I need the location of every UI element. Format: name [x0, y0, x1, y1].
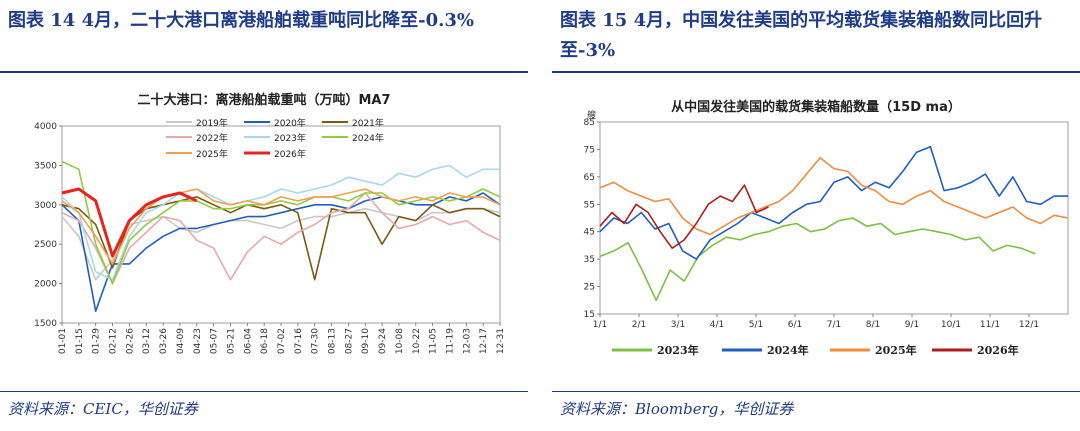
- series-line: [599, 145, 1068, 260]
- divider-bottom: [0, 391, 528, 392]
- source-note: 资料来源：Bloomberg，华创证券: [560, 400, 794, 418]
- y-tick-label: 1500: [34, 319, 57, 329]
- x-tick-label: 06-18: [260, 328, 270, 354]
- x-tick-label: 3/1: [671, 320, 685, 330]
- legend-label: 2020年: [274, 117, 306, 129]
- x-tick-label: 7/1: [827, 320, 841, 330]
- series-line: [599, 217, 1036, 302]
- x-tick-label: 10-22: [412, 328, 422, 354]
- y-tick-label: 65: [584, 173, 595, 183]
- x-tick-label: 10/1: [941, 320, 961, 330]
- y-tick-label: 25: [584, 283, 595, 293]
- series-line: [61, 196, 501, 281]
- legend-label: 2025年: [196, 148, 228, 160]
- x-tick-label: 01-01: [58, 328, 68, 354]
- legend-label: 2019年: [196, 117, 228, 129]
- divider-top: [552, 71, 1080, 73]
- x-tick-label: 09-10: [361, 328, 371, 354]
- x-tick-label: 03-26: [159, 328, 169, 354]
- plot-frame: [599, 121, 1069, 315]
- x-tick-label: 1/1: [593, 320, 607, 330]
- x-tick-label: 8/1: [866, 320, 880, 330]
- legend-label: 2024年: [767, 343, 809, 357]
- legend-label: 2021年: [352, 117, 384, 129]
- x-tick-label: 12/1: [1019, 320, 1039, 330]
- y-tick-label: 3000: [34, 201, 57, 211]
- y-tick-label: 2000: [34, 280, 57, 290]
- legend-label: 2026年: [274, 148, 306, 160]
- y-tick-label: 55: [584, 200, 595, 210]
- y-tick-label: 75: [584, 145, 595, 155]
- x-tick-label: 12-03: [462, 328, 472, 354]
- y-tick-label: 15: [584, 310, 595, 320]
- x-tick-label: 11/1: [980, 320, 1000, 330]
- x-tick-label: 04-23: [193, 328, 203, 354]
- legend-label: 2023年: [657, 343, 699, 357]
- divider-bottom: [552, 391, 1080, 392]
- x-tick-label: 08-27: [344, 328, 354, 354]
- legend-label: 2024年: [352, 132, 384, 144]
- x-tick-label: 09-24: [378, 328, 388, 354]
- x-tick-label: 04-09: [176, 328, 186, 354]
- chart-title: 从中国发往美国的载货集装箱船数量（15D ma）: [671, 99, 961, 115]
- series-line: [599, 156, 1069, 236]
- y-tick-label: 4000: [34, 122, 57, 132]
- x-tick-label: 5/1: [749, 320, 763, 330]
- series-line: [61, 188, 501, 265]
- x-tick-label: 9/1: [905, 320, 919, 330]
- x-tick-label: 05-21: [226, 328, 236, 354]
- x-tick-label: 08-13: [328, 328, 338, 354]
- x-tick-label: 11-05: [429, 328, 439, 354]
- figure-title: 图表 15 4月，中国发往美国的平均载货集装箱船数同比回升至-3%: [560, 10, 1043, 61]
- x-tick-label: 10-08: [395, 328, 405, 354]
- series-line: [61, 192, 501, 312]
- legend-label: 2026年: [977, 343, 1019, 357]
- x-tick-label: 12-31: [496, 328, 506, 354]
- x-tick-label: 6/1: [788, 320, 802, 330]
- x-tick-label: 06-04: [243, 328, 253, 354]
- left-panel: 图表 14 4月，二十大港口离港船舶载重吨同比降至-0.3% 二十大港口：离港船…: [0, 0, 528, 431]
- left-chart: 二十大港口：离港船舶载重吨（万吨）MA7 1500 2000 2500 3000 3500…: [34, 92, 506, 354]
- series-line: [61, 207, 501, 281]
- series-line: [61, 192, 501, 285]
- y-tick-label: 3500: [34, 161, 57, 171]
- divider-top: [0, 71, 528, 73]
- x-tick-label: 02-12: [109, 328, 119, 354]
- x-tick-label: 07-16: [294, 328, 304, 354]
- x-tick-label: 05-07: [210, 328, 220, 354]
- x-tick-label: 03-12: [142, 328, 152, 354]
- y-axis-label: 艘: [587, 109, 596, 121]
- x-tick-label: 02-26: [125, 328, 135, 354]
- series-line: [61, 164, 500, 281]
- y-tick-label: 45: [584, 228, 595, 238]
- y-tick-label: 85: [584, 118, 595, 128]
- x-tick-label: 01-15: [75, 328, 85, 354]
- source-note: 资料来源：CEIC，华创证券: [8, 400, 198, 418]
- series-line: [599, 184, 769, 249]
- x-tick-label: 11-19: [445, 328, 455, 354]
- series-line: [61, 187, 198, 258]
- series-line: [61, 160, 501, 285]
- y-tick-label: 35: [584, 255, 595, 265]
- x-tick-label: 2/1: [632, 320, 646, 330]
- x-tick-label: 07-02: [277, 328, 287, 354]
- legend-label: 2023年: [274, 132, 306, 144]
- legend-label: 2025年: [875, 343, 917, 357]
- x-tick-label: 07-30: [311, 328, 321, 354]
- x-tick-label: 01-29: [92, 328, 102, 354]
- x-tick-label: 4/1: [710, 320, 724, 330]
- x-tick-label: 12-17: [479, 328, 489, 354]
- y-tick-label: 2500: [34, 240, 57, 250]
- chart-title: 二十大港口：离港船舶载重吨（万吨）MA7: [137, 92, 390, 108]
- right-chart: 从中国发往美国的载货集装箱船数量（15D ma） 15 25 35 45 55 65 75 85…: [584, 99, 1069, 357]
- legend-label: 2022年: [196, 132, 228, 144]
- right-panel: 图表 15 4月，中国发往美国的平均载货集装箱船数同比回升至-3% 从中国发往美…: [552, 0, 1080, 431]
- figure-title: 图表 14 4月，二十大港口离港船舶载重吨同比降至-0.3%: [8, 10, 474, 31]
